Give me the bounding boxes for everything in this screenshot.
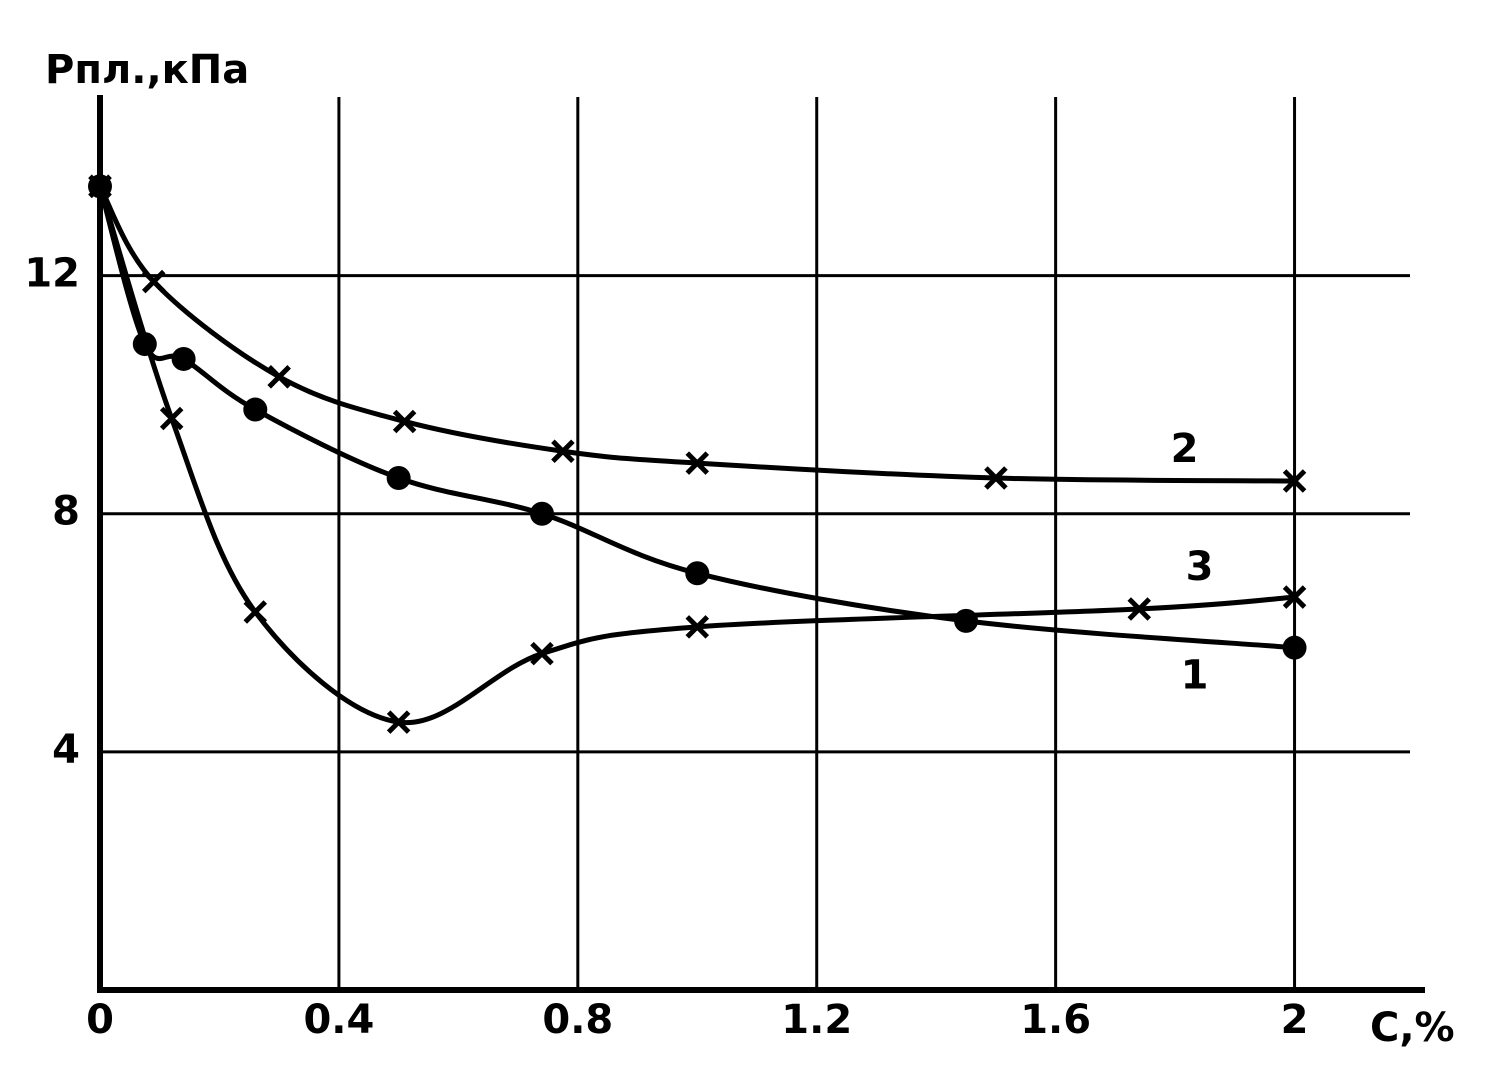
point (685, 561, 710, 586)
series-line (97, 185, 1295, 726)
x-tick-label: 2 (1281, 997, 1309, 1043)
point (1127, 597, 1152, 621)
point (88, 174, 112, 199)
x-tick-label: 1.6 (1020, 997, 1091, 1043)
series-label: 3 (1186, 544, 1214, 590)
point (685, 451, 710, 475)
point (1282, 469, 1307, 493)
point (243, 600, 268, 624)
point (1282, 585, 1307, 609)
series-label: 2 (1171, 426, 1199, 472)
point (530, 641, 554, 666)
point (392, 409, 417, 434)
x-axis-label: C,% (1370, 1005, 1455, 1051)
point (267, 365, 291, 389)
x-tick-label: 0 (86, 997, 114, 1043)
x-tick-label: 1.2 (781, 997, 852, 1043)
point (1282, 635, 1307, 660)
series-line (97, 185, 1295, 484)
axes (97, 95, 1425, 993)
point (243, 397, 268, 422)
y-axis-label: Pпл.,кПа (45, 47, 249, 93)
y-tick-label: 4 (52, 727, 80, 773)
point (159, 406, 184, 431)
point (141, 269, 166, 294)
point (386, 710, 411, 734)
point (984, 466, 1008, 490)
x-tick-label: 0.8 (542, 997, 613, 1043)
point (386, 466, 411, 491)
series-label: 1 (1181, 653, 1209, 699)
point (685, 615, 710, 639)
y-tick-label: 12 (24, 251, 80, 297)
point (954, 608, 979, 633)
point (529, 501, 554, 526)
point (171, 346, 196, 371)
x-tick-label: 0.4 (303, 997, 374, 1043)
point (551, 439, 575, 463)
y-tick-label: 8 (52, 489, 80, 535)
